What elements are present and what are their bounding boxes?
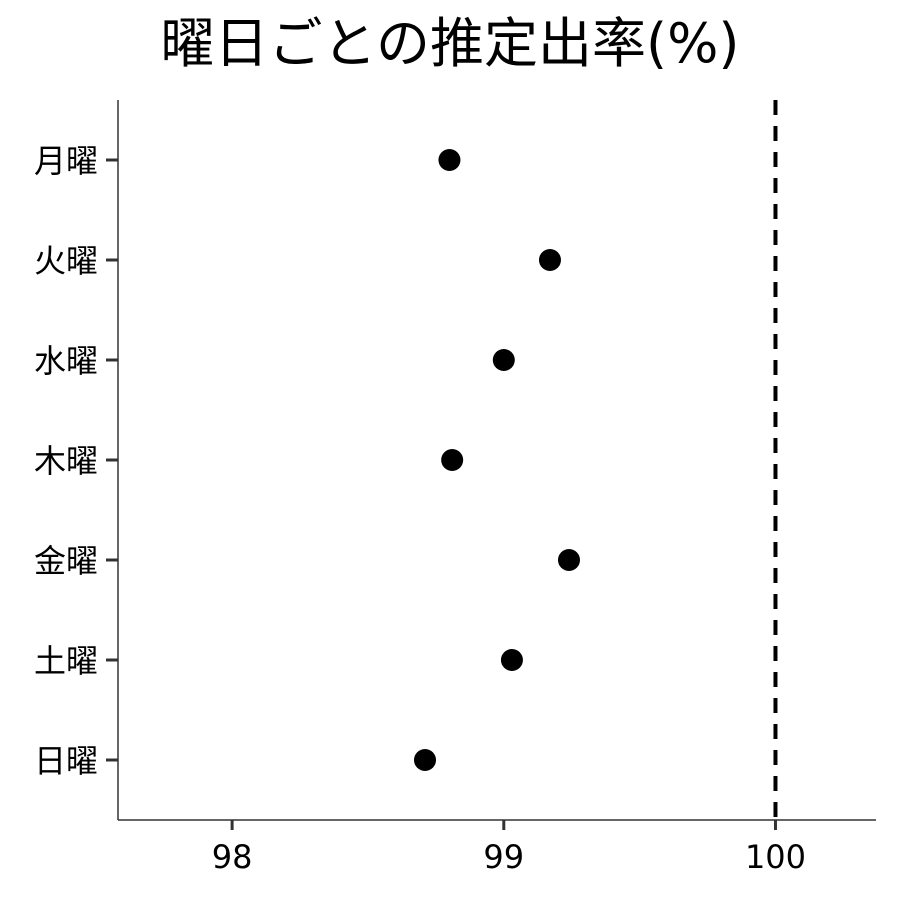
x-tick-label: 98 — [212, 838, 253, 876]
data-point — [441, 449, 464, 471]
axes — [117, 100, 876, 821]
y-tick-label: 水曜 — [34, 342, 98, 380]
y-tick-label: 火曜 — [34, 242, 98, 280]
points-group — [414, 149, 580, 771]
chart-title: 曜日ごとの推定出率(%) — [160, 12, 740, 75]
data-point — [438, 149, 461, 171]
x-tick-label: 99 — [483, 838, 524, 876]
data-point — [538, 249, 561, 271]
y-tick-label: 月曜 — [34, 142, 98, 180]
data-point — [492, 349, 515, 371]
x-tick-label: 100 — [745, 838, 806, 876]
y-tick-label: 木曜 — [34, 442, 98, 480]
data-point — [500, 649, 523, 671]
y-tick-label: 金曜 — [34, 542, 98, 580]
y-tick-label: 日曜 — [34, 742, 98, 780]
data-point — [557, 549, 580, 571]
y-tick-label: 土曜 — [34, 642, 98, 680]
data-point — [414, 749, 437, 771]
